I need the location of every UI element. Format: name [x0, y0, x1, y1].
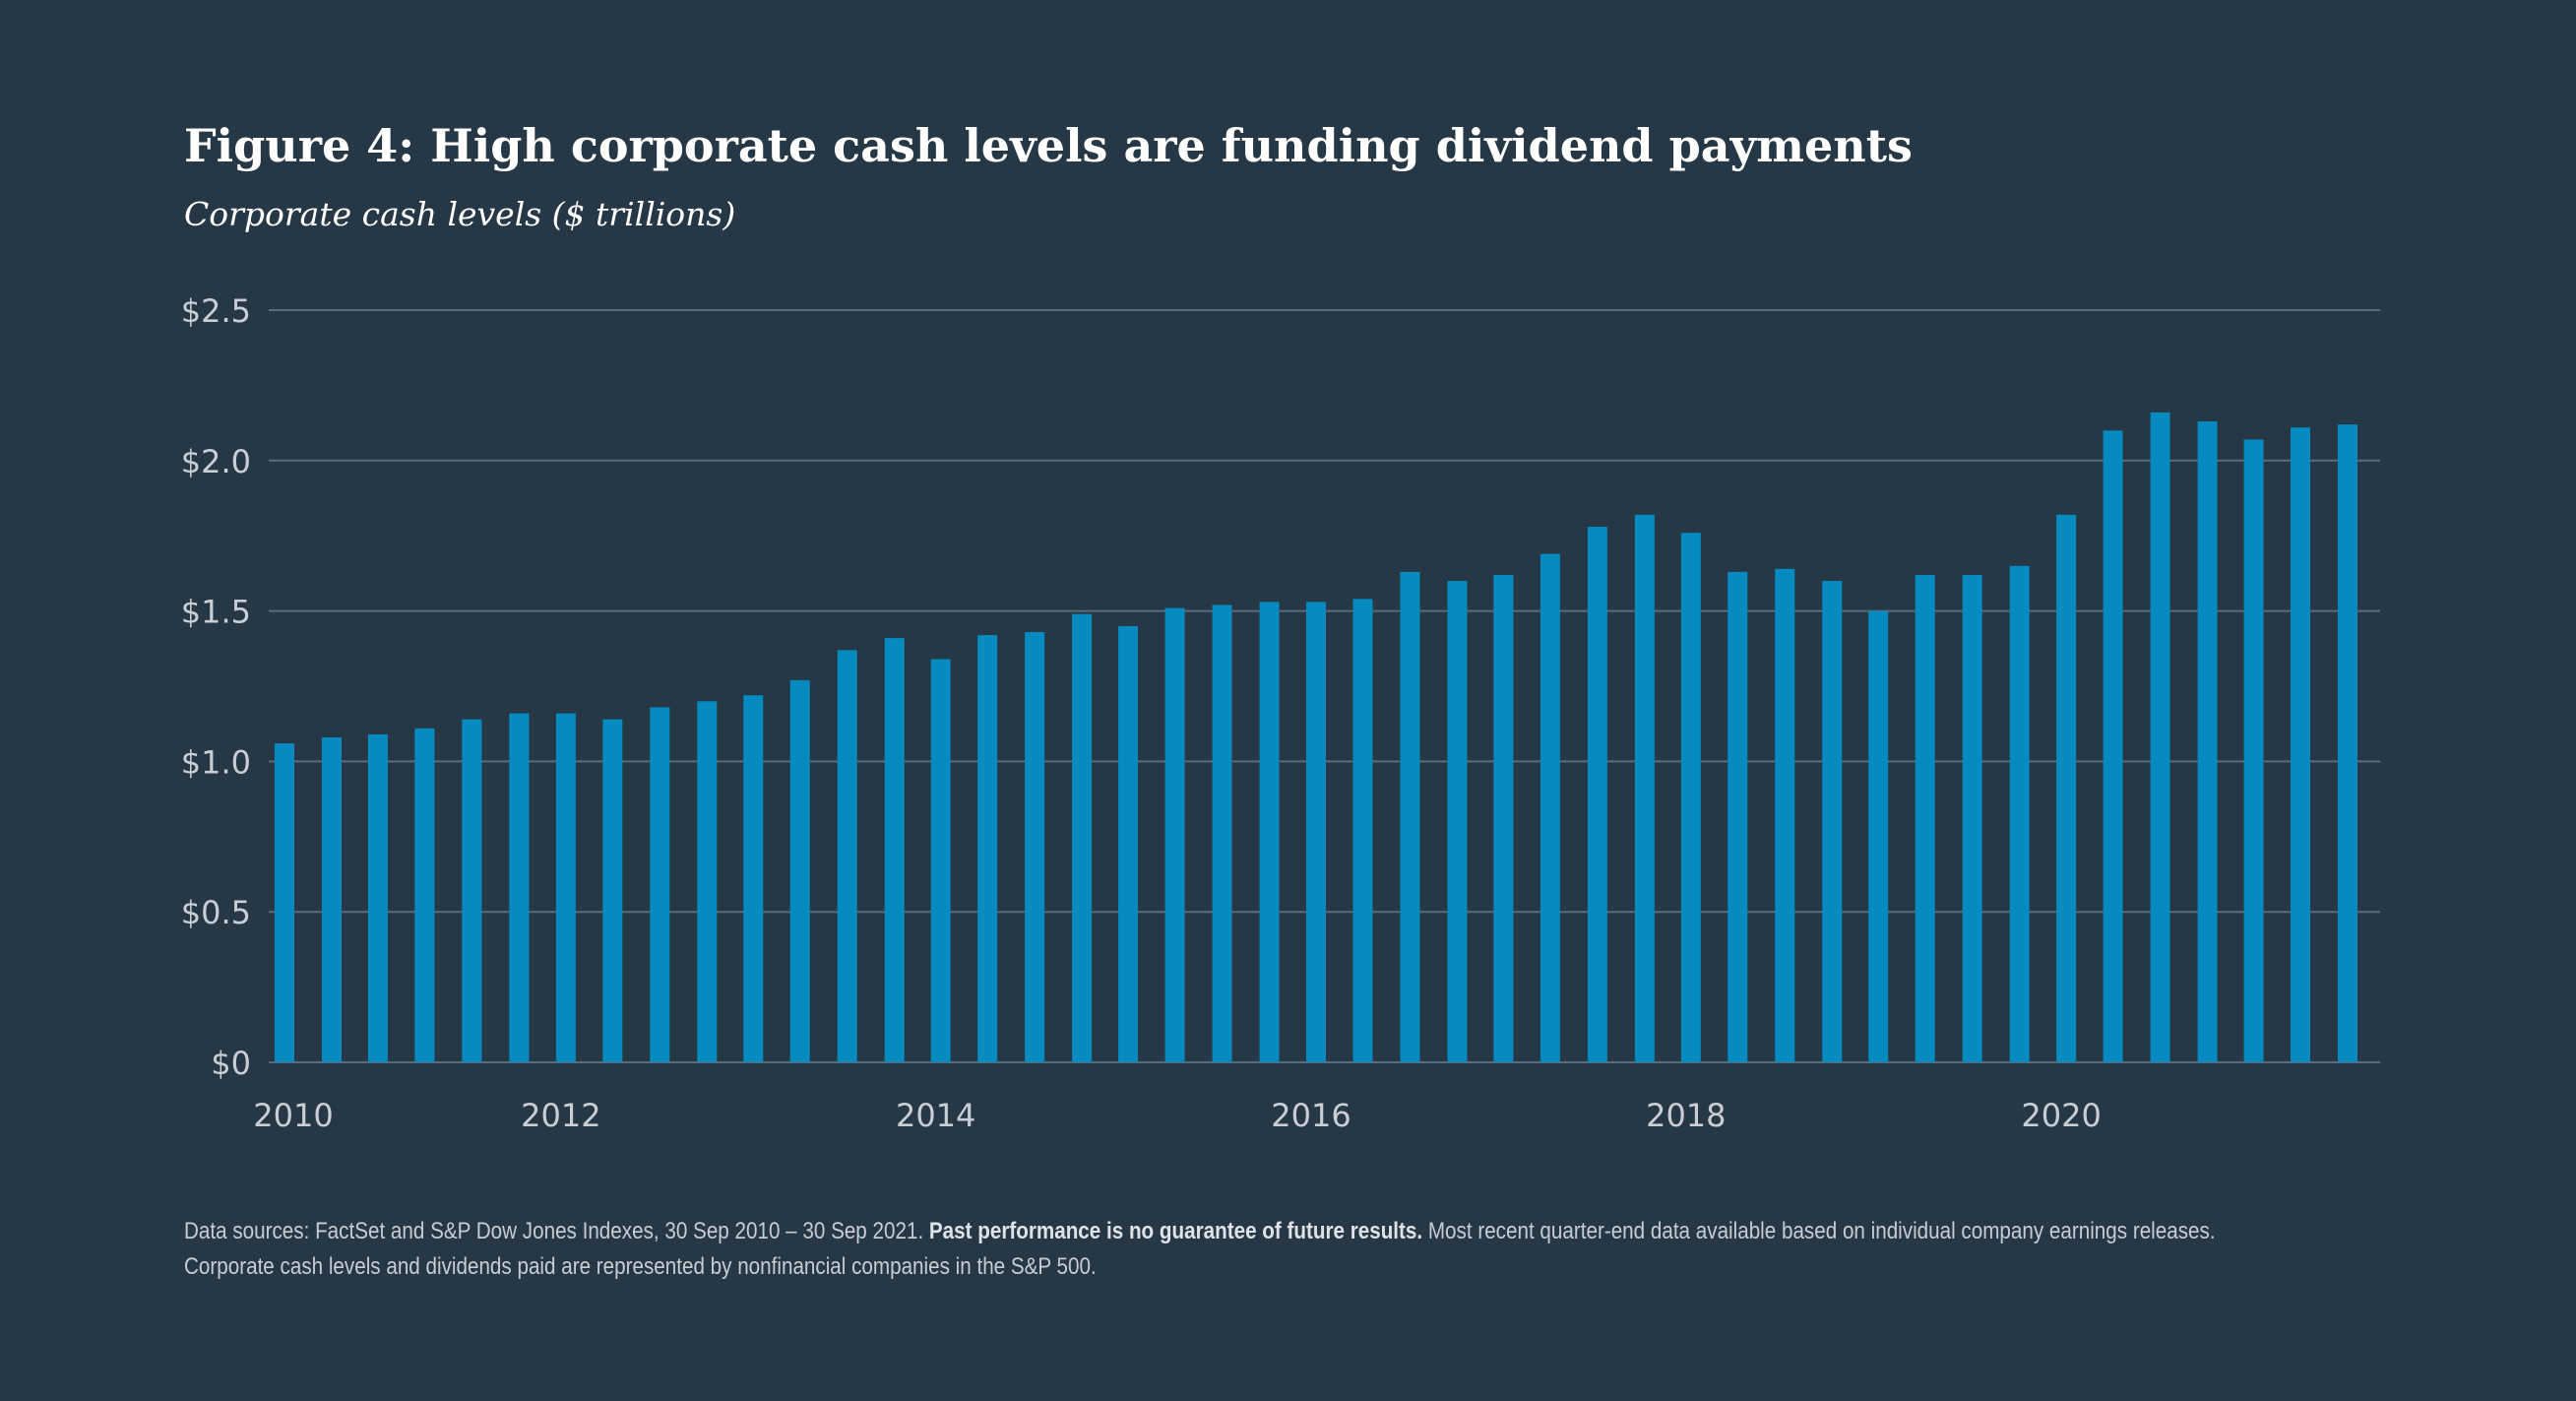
x-tick-label: 2020	[2021, 1097, 2101, 1134]
bar	[1680, 533, 1701, 1062]
bar	[650, 707, 670, 1062]
bar	[555, 713, 576, 1062]
bar	[2243, 439, 2264, 1063]
chart-subtitle: Corporate cash levels ($ trillions)	[184, 195, 736, 233]
bar	[367, 733, 388, 1062]
bar-chart: $0$0.5$1.0$1.5$2.0$2.5 2010 2012 2014 2016 2…	[181, 292, 2380, 1134]
x-tick-label: 2016	[1271, 1097, 1351, 1134]
y-tick-label: $2.5	[181, 292, 251, 330]
bar	[697, 701, 718, 1062]
bar	[743, 695, 764, 1062]
bar	[1775, 568, 1795, 1062]
bar	[2009, 565, 2030, 1062]
bar	[1164, 607, 1185, 1062]
bar	[462, 719, 482, 1062]
bar	[275, 743, 294, 1062]
y-tick-label: $1.0	[181, 743, 251, 781]
bar	[1493, 574, 1514, 1062]
bar	[1306, 602, 1326, 1062]
bar	[1962, 574, 1982, 1062]
x-tick-label: 2018	[1646, 1097, 1726, 1134]
x-axis-ticks: 2010 2012 2014 2016 2018 2020	[253, 1097, 2102, 1134]
x-tick-label: 2012	[521, 1097, 600, 1134]
bar	[414, 728, 435, 1062]
footnote-data-note: Most recent quarter-end data available b…	[1422, 1218, 2216, 1244]
footnote: Data sources: FactSet and S&P Dow Jones …	[184, 1214, 2216, 1285]
bar	[2197, 421, 2218, 1062]
bar	[837, 650, 857, 1062]
y-tick-label: $0	[211, 1045, 251, 1082]
bar	[2291, 427, 2311, 1063]
footnote-disclaimer: Past performance is no guarantee of futu…	[928, 1218, 1423, 1244]
bar	[977, 635, 998, 1062]
y-tick-label: $1.5	[181, 594, 251, 631]
bar	[1352, 599, 1373, 1062]
bar	[884, 638, 905, 1062]
bar	[1822, 581, 1843, 1062]
bar	[2338, 424, 2357, 1062]
bar	[509, 713, 530, 1062]
bar	[2056, 514, 2077, 1062]
x-tick-label: 2014	[896, 1097, 975, 1134]
y-tick-label: $0.5	[181, 894, 251, 931]
x-tick-label: 2010	[253, 1097, 333, 1134]
footnote-sources: Data sources: FactSet and S&P Dow Jones …	[184, 1218, 929, 1244]
bar	[1259, 602, 1280, 1062]
bar	[1587, 527, 1607, 1062]
bar	[2103, 430, 2123, 1062]
bar	[2150, 412, 2170, 1062]
y-tick-label: $2.0	[181, 443, 251, 480]
bar	[602, 719, 623, 1062]
chart-title: Figure 4: High corporate cash levels are…	[184, 119, 1913, 172]
bar	[789, 679, 810, 1062]
footnote-line-2: Corporate cash levels and dividends paid…	[184, 1253, 1097, 1280]
bar	[321, 736, 342, 1062]
bar	[1728, 571, 1748, 1062]
bar	[930, 659, 951, 1062]
y-axis-ticks: $0 $0.5 $1.0 $1.5 $2.0 $2.5	[181, 292, 251, 1082]
bar	[1118, 625, 1139, 1062]
bar	[1025, 631, 1045, 1062]
bar	[1634, 514, 1655, 1062]
bar	[1915, 574, 1935, 1062]
bar	[1447, 581, 1468, 1062]
bar	[1868, 610, 1889, 1062]
bar	[1539, 553, 1560, 1062]
footnote-line-1: Data sources: FactSet and S&P Dow Jones …	[184, 1214, 2216, 1249]
bar	[1212, 605, 1232, 1062]
bar	[1072, 613, 1093, 1062]
bar	[1400, 571, 1420, 1062]
bars	[275, 412, 2357, 1063]
